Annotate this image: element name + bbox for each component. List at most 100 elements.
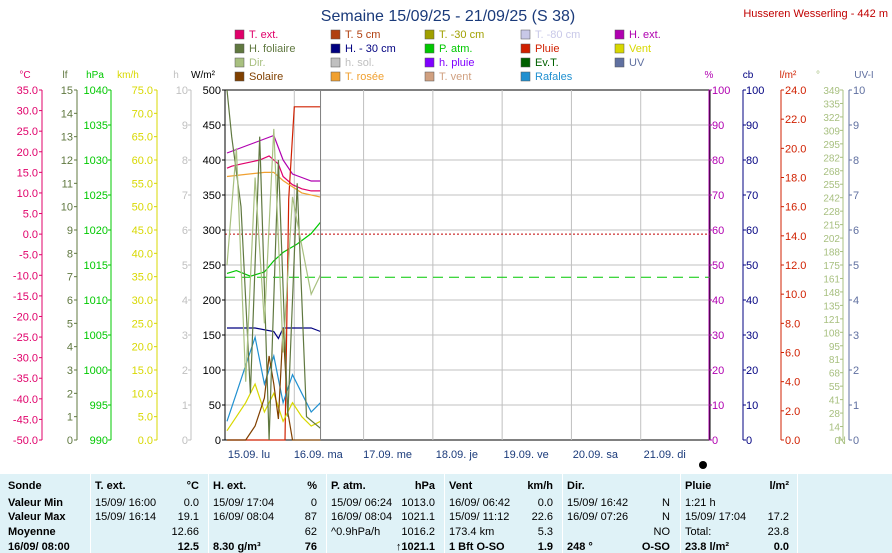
legend-swatch [424,71,435,82]
dir-tick-label: 161 [823,274,840,285]
legend-label: Vent [629,43,651,55]
dir-tick-label: 228 [823,207,840,218]
dir-north-label: N [838,435,846,447]
table-cell-value: 5.3 [537,526,553,538]
temp-tick-label: 5.0 [23,209,38,221]
temp-tick-label: 15.0 [17,167,38,179]
solar-tick-label: 350 [203,190,221,202]
leaf-tick-label: 11 [62,178,73,190]
dir-tick-label: 215 [823,221,840,232]
table-cell-value: 0.0 [773,541,789,553]
temp-tick-label: 0.0 [23,229,38,241]
wind-tick-label: 75.0 [132,85,153,97]
table-cell-text: 16/09/ 06:42 [449,497,511,509]
table-cell-value: 22.6 [531,511,553,523]
cb-tick-label: 90 [746,120,758,132]
table-cell-text: 15/09/ 16:42 [567,497,629,509]
table-cell-text: 16/09/ 07:26 [567,511,629,523]
legend-label: Solaire [249,71,283,83]
legend-label: h. sol. [345,57,374,69]
table-cell-value: 23.8 [767,526,789,538]
temp-tick-label: 20.0 [17,147,38,159]
dir-tick-label: 335 [823,99,840,110]
rain-tick-label: 16.0 [785,202,806,214]
table-cell-text: 15/09/ 17:04 [685,511,747,523]
wind-tick-label: 60.0 [132,155,153,167]
x-tick-label: 18.09. je [436,449,478,461]
table-cell-text: 173.4 km [449,526,495,538]
cb-tick-label: 30 [746,330,758,342]
humidity-tick-label: 60 [712,225,724,237]
temp-tick-label: 35.0 [17,85,38,97]
leaf-tick-label: 3 [67,365,73,377]
leaf-tick-label: 4 [67,342,73,354]
humidity-tick-label: 40 [712,295,724,307]
temp-tick-label: -5.0 [19,250,38,262]
hours-tick-label: 1 [182,400,188,412]
chart-title: Semaine 15/09/25 - 21/09/25 (S 38) [321,8,575,25]
legend-swatch [520,29,531,40]
cb-tick-label: 10 [746,400,758,412]
hours-tick-label: 3 [182,330,188,342]
rain-tick-label: 8.0 [785,318,800,330]
wind-tick-label: 25.0 [132,318,153,330]
table-cell-text: 1:21 h [685,497,716,509]
humidity-tick-label: 100 [712,85,730,97]
table-cell-text: 16/09/ 08:04 [331,511,393,523]
wind-tick-label: 50.0 [132,202,153,214]
leaf-tick-label: 7 [67,272,73,284]
dir-tick-label: 0 [834,436,840,447]
table-cell-value: 19.1 [177,511,199,523]
table-cell-text: 15/09/ 16:00 [95,497,157,509]
cb-tick-label: 0 [746,435,752,447]
solar-tick-label: 300 [203,225,221,237]
legend-swatch [234,43,245,54]
humidity-tick-label: 50 [712,260,724,272]
cb-tick-label: 60 [746,225,758,237]
hours-tick-label: 4 [182,295,188,307]
rain-tick-label: 0.0 [785,435,800,447]
dir-tick-label: 28 [829,409,841,420]
table-header-unit: hPa [414,480,435,492]
table-cell-value: 0.0 [537,497,553,509]
table-header-label: Vent [449,480,473,492]
leaf-tick-label: 0 [67,435,73,447]
dir-tick-label: 309 [823,126,840,137]
temp-tick-label: -45.0 [13,414,38,426]
pressure-tick-label: 1035 [84,120,108,132]
humidity-tick-label: 70 [712,190,724,202]
wind-tick-label: 0.0 [138,435,153,447]
leaf-tick-label: 12 [61,155,73,167]
legend-swatch [330,43,341,54]
uv-tick-label: 7 [853,190,859,202]
dir-tick-label: 68 [829,369,841,380]
leaf-tick-label: 9 [67,225,73,237]
table-row-label: Valeur Max [8,511,66,523]
legend-swatch [520,71,531,82]
series-line-rafales [226,334,321,422]
wind-tick-label: 70.0 [132,108,153,120]
table-header-label: H. ext. [213,480,247,492]
uv-tick-label: 1 [853,400,859,412]
table-cell-value: 1016.2 [401,526,435,538]
legend-label: T. vent [439,71,471,83]
table-row-label: Valeur Min [8,497,64,509]
table-divider [562,474,563,553]
temp-tick-label: 25.0 [17,126,38,138]
table-header-unit: % [307,480,317,492]
table-cell-text: 15/09/ 06:24 [331,497,393,509]
dir-tick-label: 95 [829,342,841,353]
temp-tick-label: -35.0 [13,373,38,385]
legend-swatch [234,71,245,82]
table-divider [326,474,327,553]
dir-tick-label: 242 [823,194,840,205]
series-line-h-30-cm [227,327,321,340]
table-cell-value: 62 [304,526,317,538]
solar-tick-label: 500 [203,85,221,97]
leaf-tick-label: 1 [67,412,73,424]
table-cell-value: 12.5 [177,541,199,553]
legend-label: Rafales [535,71,573,83]
table-cell-value: N [662,497,670,509]
solar-tick-label: 50 [209,400,221,412]
weather-chart: Semaine 15/09/25 - 21/09/25 (S 38) Husse… [13,8,888,469]
